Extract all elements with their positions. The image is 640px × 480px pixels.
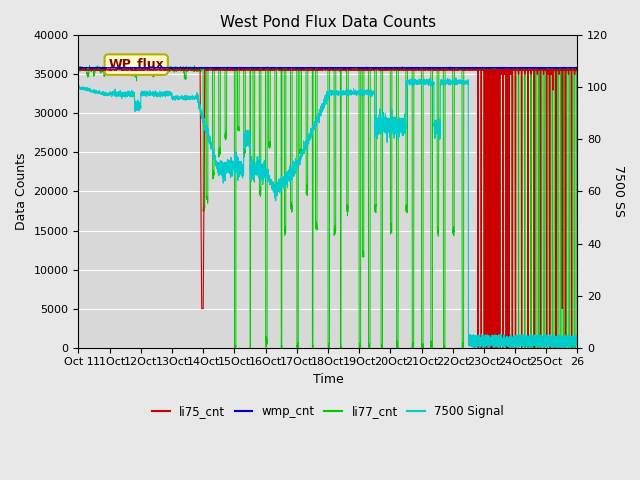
X-axis label: Time: Time — [312, 373, 343, 386]
Legend: li75_cnt, wmp_cnt, li77_cnt, 7500 Signal: li75_cnt, wmp_cnt, li77_cnt, 7500 Signal — [147, 400, 509, 423]
Text: WP_flux: WP_flux — [108, 58, 164, 71]
Y-axis label: Data Counts: Data Counts — [15, 153, 28, 230]
Title: West Pond Flux Data Counts: West Pond Flux Data Counts — [220, 15, 436, 30]
Y-axis label: 7500 SS: 7500 SS — [612, 166, 625, 217]
